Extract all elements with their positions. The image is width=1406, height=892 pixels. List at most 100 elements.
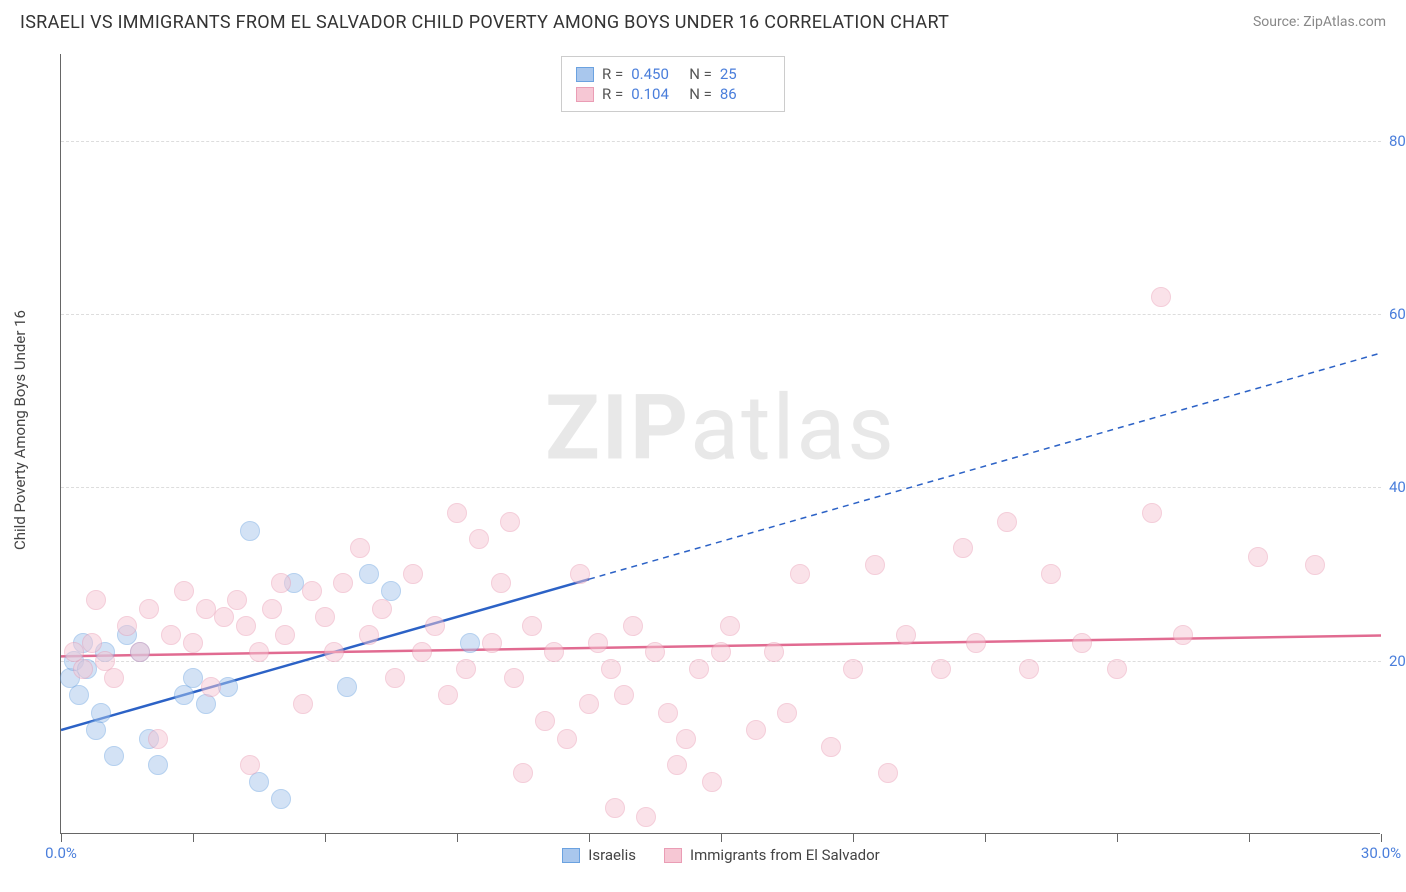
data-point-el_salvador	[425, 616, 445, 636]
legend-label: Israelis	[588, 846, 636, 864]
data-point-el_salvador	[667, 755, 687, 775]
data-point-el_salvador	[161, 625, 181, 645]
gridline	[61, 487, 1381, 488]
data-point-el_salvador	[293, 694, 313, 714]
data-point-el_salvador	[1248, 547, 1268, 567]
data-point-el_salvador	[1173, 625, 1193, 645]
data-point-el_salvador	[790, 564, 810, 584]
data-point-el_salvador	[271, 573, 291, 593]
data-point-el_salvador	[605, 798, 625, 818]
data-point-el_salvador	[570, 564, 590, 584]
stat-row-el_salvador: R =0.104N =86	[576, 85, 770, 103]
data-point-el_salvador	[139, 599, 159, 619]
data-point-israelis	[196, 694, 216, 714]
y-tick-label: 80.0%	[1389, 132, 1406, 150]
bottom-legend: Israelis Immigrants from El Salvador	[61, 846, 1381, 864]
data-point-israelis	[86, 720, 106, 740]
data-point-el_salvador	[412, 642, 432, 662]
trend-lines	[61, 54, 1381, 834]
legend-item-israelis: Israelis	[562, 846, 636, 864]
title-bar: ISRAELI VS IMMIGRANTS FROM EL SALVADOR C…	[0, 0, 1406, 44]
data-point-israelis	[337, 677, 357, 697]
watermark: ZIPatlas	[545, 375, 896, 480]
data-point-el_salvador	[896, 625, 916, 645]
data-point-el_salvador	[1305, 555, 1325, 575]
data-point-el_salvador	[214, 607, 234, 627]
x-tick	[1249, 834, 1250, 842]
data-point-el_salvador	[302, 581, 322, 601]
data-point-el_salvador	[720, 616, 740, 636]
data-point-israelis	[359, 564, 379, 584]
data-point-el_salvador	[350, 538, 370, 558]
data-point-el_salvador	[1072, 633, 1092, 653]
data-point-el_salvador	[359, 625, 379, 645]
data-point-el_salvador	[372, 599, 392, 619]
data-point-el_salvador	[117, 616, 137, 636]
data-point-el_salvador	[702, 772, 722, 792]
data-point-el_salvador	[522, 616, 542, 636]
data-point-el_salvador	[821, 737, 841, 757]
y-tick-label: 20.0%	[1389, 652, 1406, 670]
y-axis-label: Child Poverty Among Boys Under 16	[11, 310, 29, 550]
data-point-el_salvador	[86, 590, 106, 610]
data-point-el_salvador	[504, 668, 524, 688]
data-point-israelis	[148, 755, 168, 775]
chart-container: ISRAELI VS IMMIGRANTS FROM EL SALVADOR C…	[0, 0, 1406, 892]
data-point-el_salvador	[711, 642, 731, 662]
data-point-el_salvador	[865, 555, 885, 575]
data-point-israelis	[218, 677, 238, 697]
x-tick	[721, 834, 722, 842]
chart-title: ISRAELI VS IMMIGRANTS FROM EL SALVADOR C…	[20, 12, 949, 33]
x-tick	[61, 834, 62, 842]
stat-r-label: R =	[602, 85, 623, 103]
data-point-el_salvador	[676, 729, 696, 749]
source-label: Source: ZipAtlas.com	[1253, 14, 1386, 30]
y-tick-label: 40.0%	[1389, 478, 1406, 496]
data-point-el_salvador	[878, 763, 898, 783]
legend-label: Immigrants from El Salvador	[690, 846, 880, 864]
data-point-el_salvador	[482, 633, 502, 653]
data-point-el_salvador	[535, 711, 555, 731]
watermark-bold: ZIP	[545, 375, 690, 480]
legend-item-el_salvador: Immigrants from El Salvador	[664, 846, 880, 864]
data-point-el_salvador	[1019, 659, 1039, 679]
swatch-israelis	[576, 67, 594, 82]
data-point-el_salvador	[658, 703, 678, 723]
data-point-el_salvador	[557, 729, 577, 749]
plot-area: ZIPatlas 20.0%40.0%60.0%80.0%0.0%30.0% R…	[60, 54, 1380, 834]
data-point-el_salvador	[236, 616, 256, 636]
data-point-israelis	[460, 633, 480, 653]
legend-swatch-israelis	[562, 848, 580, 863]
data-point-el_salvador	[966, 633, 986, 653]
data-point-el_salvador	[469, 529, 489, 549]
trend-line-dash-israelis	[589, 353, 1381, 579]
data-point-el_salvador	[1151, 287, 1171, 307]
data-point-el_salvador	[73, 659, 93, 679]
data-point-el_salvador	[636, 807, 656, 827]
data-point-israelis	[249, 772, 269, 792]
data-point-el_salvador	[201, 677, 221, 697]
gridline	[61, 314, 1381, 315]
data-point-el_salvador	[601, 659, 621, 679]
data-point-el_salvador	[438, 685, 458, 705]
data-point-el_salvador	[931, 659, 951, 679]
data-point-el_salvador	[447, 503, 467, 523]
x-tick	[1117, 834, 1118, 842]
y-tick-label: 60.0%	[1389, 305, 1406, 323]
stat-row-israelis: R =0.450N =25	[576, 65, 770, 83]
data-point-el_salvador	[689, 659, 709, 679]
stat-n-label: N =	[689, 85, 712, 103]
data-point-el_salvador	[403, 564, 423, 584]
data-point-el_salvador	[104, 668, 124, 688]
data-point-el_salvador	[456, 659, 476, 679]
data-point-el_salvador	[333, 573, 353, 593]
data-point-el_salvador	[953, 538, 973, 558]
watermark-rest: atlas	[690, 375, 896, 480]
stat-n-label: N =	[689, 65, 712, 83]
data-point-israelis	[240, 521, 260, 541]
data-point-el_salvador	[1041, 564, 1061, 584]
stat-r-label: R =	[602, 65, 623, 83]
x-tick	[853, 834, 854, 842]
data-point-el_salvador	[997, 512, 1017, 532]
data-point-el_salvador	[148, 729, 168, 749]
